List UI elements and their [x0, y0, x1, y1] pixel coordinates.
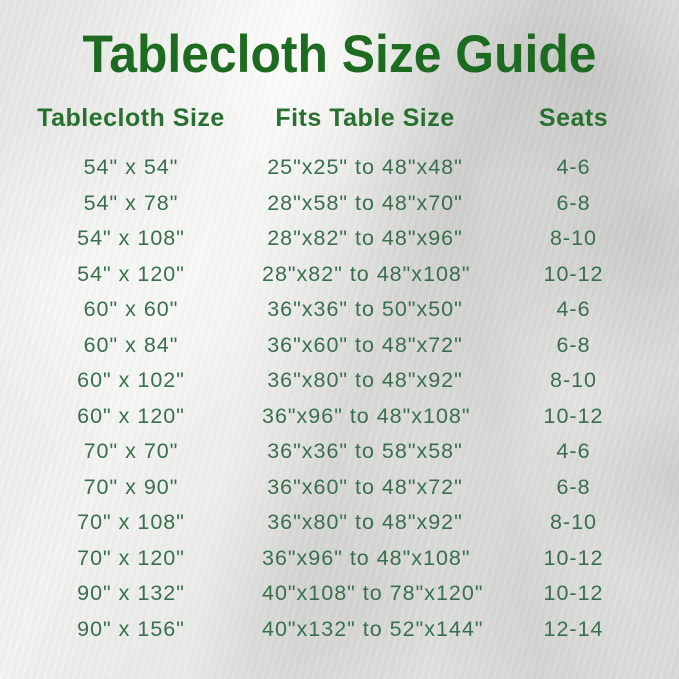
cell-seats: 8-10 [549, 510, 598, 535]
cell-seats: 6-8 [556, 190, 591, 215]
table-row: 70" x 90" 36"x60" to 48"x72" 6-8 [0, 470, 679, 506]
cell-tablecloth-size: 70" x 108" [77, 510, 185, 535]
column-header-fits-table-size: Fits Table Size [275, 104, 455, 132]
table-row: 70" x 120" 36"x96" to 48"x108" 10-12 [0, 541, 679, 577]
table-row: 54" x 108" 28"x82" to 48"x96" 8-10 [0, 221, 679, 257]
cell-fits-table-size: 28"x82" to 48"x96" [267, 226, 463, 251]
cell-seats: 8-10 [549, 368, 598, 393]
cell-fits-table-size: 36"x80" to 48"x92" [267, 510, 463, 535]
cell-tablecloth-size: 54" x 54" [83, 155, 179, 180]
cell-tablecloth-size: 60" x 102" [77, 368, 185, 393]
cell-tablecloth-size: 60" x 84" [83, 332, 179, 357]
table-row: 70" x 108" 36"x80" to 48"x92" 8-10 [0, 505, 679, 541]
cell-fits-table-size: 36"x60" to 48"x72" [267, 332, 463, 357]
table-header: Tablecloth Size Fits Table Size Seats [0, 104, 679, 133]
cell-seats: 10-12 [543, 545, 604, 570]
table-row: 54" x 54" 25"x25" to 48"x48" 4-6 [0, 150, 679, 186]
cell-fits-table-size: 36"x36" to 58"x58" [267, 439, 463, 464]
table-body: 54" x 54" 25"x25" to 48"x48" 4-6 54" x 78" 2… [0, 150, 679, 647]
cell-seats: 4-6 [556, 155, 591, 180]
table-row: 90" x 156" 40"x132" to 52"x144" 12-14 [0, 612, 679, 648]
cell-fits-table-size: 28"x58" to 48"x70" [267, 190, 463, 215]
cell-tablecloth-size: 90" x 132" [77, 581, 185, 606]
cell-seats: 12-14 [543, 616, 604, 641]
table-row: 60" x 60" 36"x36" to 50"x50" 4-6 [0, 292, 679, 328]
cell-fits-table-size: 36"x80" to 48"x92" [267, 368, 463, 393]
table-row: 60" x 84" 36"x60" to 48"x72" 6-8 [0, 328, 679, 364]
cell-seats: 4-6 [556, 439, 591, 464]
table-row: 60" x 120" 36"x96" to 48"x108" 10-12 [0, 399, 679, 435]
cell-tablecloth-size: 70" x 120" [77, 545, 185, 570]
cell-fits-table-size: 36"x96" to 48"x108" [262, 545, 471, 570]
cell-tablecloth-size: 54" x 78" [83, 190, 179, 215]
cell-seats: 6-8 [556, 332, 591, 357]
cell-fits-table-size: 36"x60" to 48"x72" [267, 474, 463, 499]
cell-seats: 6-8 [556, 474, 591, 499]
table-row: 54" x 78" 28"x58" to 48"x70" 6-8 [0, 186, 679, 222]
page-title: Tablecloth Size Guide [82, 25, 597, 84]
cell-tablecloth-size: 60" x 120" [77, 403, 185, 428]
column-header-seats: Seats [538, 104, 609, 132]
cell-seats: 8-10 [549, 226, 598, 251]
cell-fits-table-size: 36"x36" to 50"x50" [267, 297, 463, 322]
table-row: 60" x 102" 36"x80" to 48"x92" 8-10 [0, 363, 679, 399]
cell-tablecloth-size: 90" x 156" [77, 616, 185, 641]
table-row: 70" x 70" 36"x36" to 58"x58" 4-6 [0, 434, 679, 470]
cell-tablecloth-size: 54" x 120" [77, 261, 185, 286]
cell-tablecloth-size: 70" x 90" [83, 474, 179, 499]
cell-seats: 10-12 [543, 581, 604, 606]
cell-fits-table-size: 36"x96" to 48"x108" [262, 403, 471, 428]
cell-tablecloth-size: 54" x 108" [77, 226, 185, 251]
cell-fits-table-size: 40"x132" to 52"x144" [262, 616, 484, 641]
cell-tablecloth-size: 70" x 70" [83, 439, 179, 464]
cell-seats: 4-6 [556, 297, 591, 322]
table-row: 90" x 132" 40"x108" to 78"x120" 10-12 [0, 576, 679, 612]
cell-fits-table-size: 40"x108" to 78"x120" [262, 581, 484, 606]
cell-fits-table-size: 28"x82" to 48"x108" [262, 261, 471, 286]
table-row: 54" x 120" 28"x82" to 48"x108" 10-12 [0, 257, 679, 293]
cell-seats: 10-12 [543, 261, 604, 286]
cell-tablecloth-size: 60" x 60" [83, 297, 179, 322]
cell-seats: 10-12 [543, 403, 604, 428]
cell-fits-table-size: 25"x25" to 48"x48" [267, 155, 463, 180]
column-header-tablecloth-size: Tablecloth Size [37, 104, 225, 132]
